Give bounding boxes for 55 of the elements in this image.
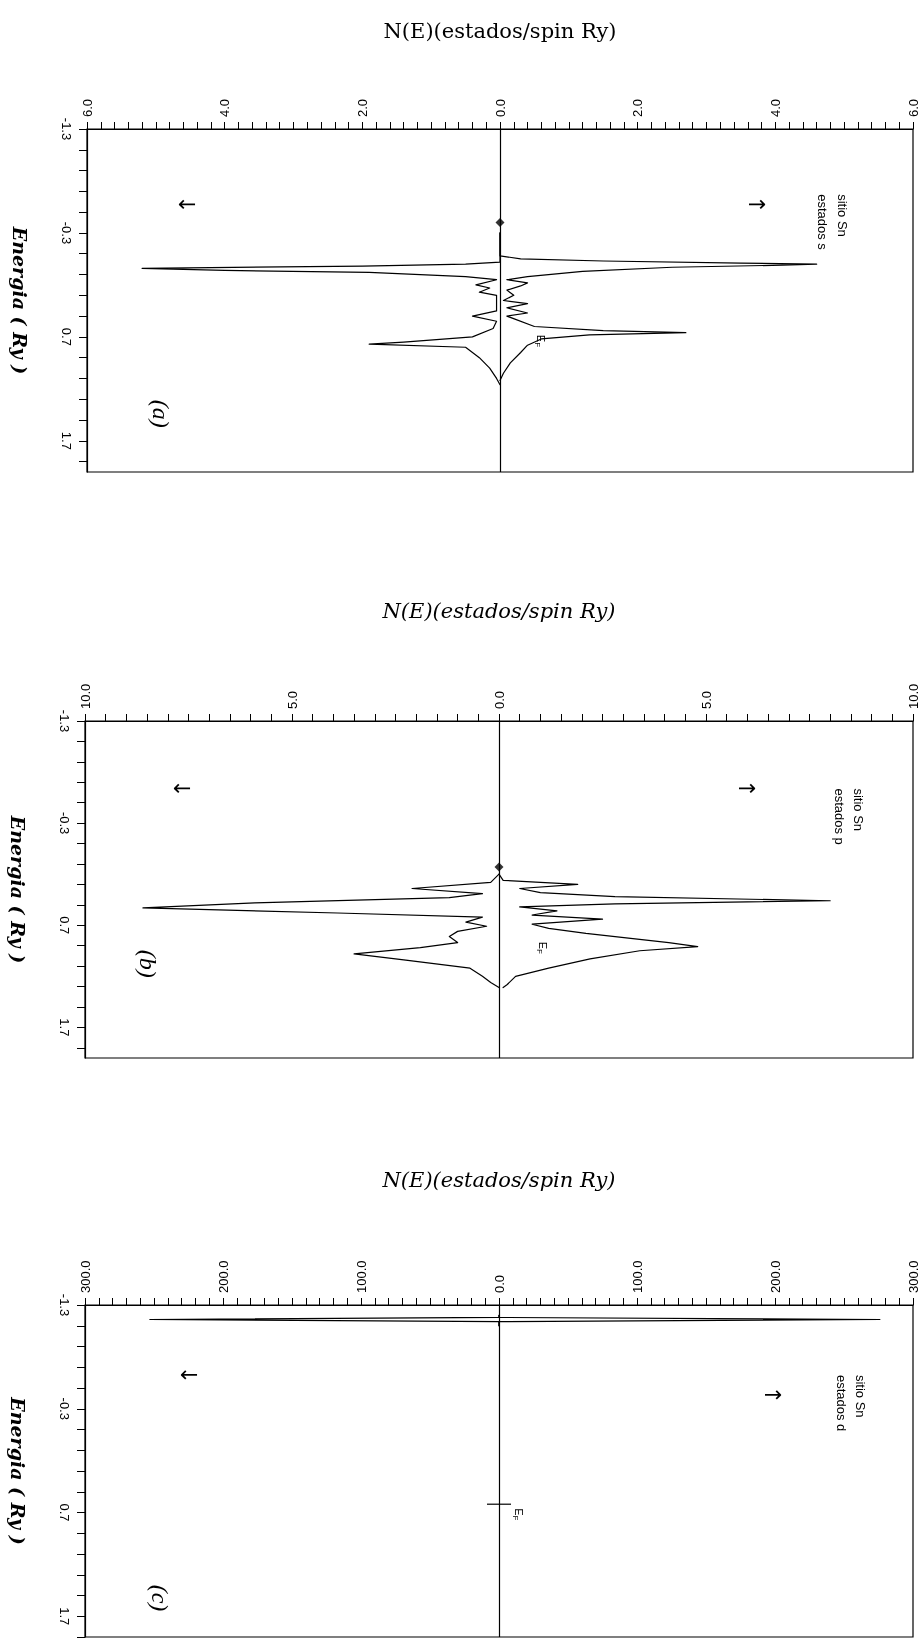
x-tick-label: 200.0 bbox=[215, 1260, 231, 1293]
annotation: sitio Sn bbox=[853, 1374, 869, 1418]
x-tick-label: 0.0 bbox=[491, 1274, 507, 1293]
x-tick-label: 0.0 bbox=[491, 690, 507, 709]
annotation: estados p bbox=[832, 788, 848, 845]
annotation: ↑ bbox=[734, 779, 760, 798]
annotation: estados d bbox=[834, 1374, 850, 1432]
y-axis-title: Energia ( Ry ) bbox=[6, 814, 29, 964]
x-tick-label: 300.0 bbox=[905, 1260, 921, 1293]
y-tick-label: -0.3 bbox=[59, 221, 74, 245]
annotation: ↓ bbox=[173, 195, 199, 214]
x-tick-label: 4.0 bbox=[217, 98, 233, 117]
y-tick-label: 1.7 bbox=[59, 431, 74, 450]
annotation: EF bbox=[510, 1508, 525, 1521]
x-tick-label: 5.0 bbox=[284, 690, 300, 709]
annotation: ↑ bbox=[759, 1385, 785, 1405]
x-tick-label: 0.0 bbox=[492, 98, 508, 117]
y-axis-title: Energia ( Ry ) bbox=[8, 225, 31, 375]
annotation: sitio Sn bbox=[851, 788, 867, 832]
y-tick-label: -1.3 bbox=[57, 709, 72, 733]
x-tick-label: 10.0 bbox=[905, 683, 921, 709]
y-tick-label: -0.3 bbox=[57, 1397, 72, 1420]
y-tick-label: -1.3 bbox=[57, 1293, 72, 1317]
x-tick-label: 6.0 bbox=[905, 98, 921, 117]
x-axis-title: N(E)(estados/spin Ry) bbox=[381, 598, 616, 623]
annotation: ↑ bbox=[743, 195, 769, 214]
annotation: EF bbox=[532, 334, 548, 348]
annotation: EF bbox=[534, 941, 550, 955]
x-axis-title: N(E)(estados/spin Ry) bbox=[381, 1167, 616, 1192]
annotation: (c) bbox=[146, 1584, 173, 1612]
x-tick-label: 300.0 bbox=[77, 1260, 93, 1293]
annotation: (b) bbox=[135, 949, 162, 978]
y-tick-label: 0.7 bbox=[57, 1503, 72, 1522]
x-tick-label: 100.0 bbox=[629, 1260, 645, 1293]
y-tick-label: 1.7 bbox=[57, 1607, 72, 1626]
annotation: estados s bbox=[814, 194, 830, 251]
y-tick-label: -0.3 bbox=[57, 811, 72, 835]
annotation: sitio Sn bbox=[835, 194, 851, 237]
annotation: (a) bbox=[148, 399, 175, 428]
y-axis-title: Energia ( Ry ) bbox=[6, 1396, 29, 1545]
annotation: ↓ bbox=[176, 1365, 201, 1385]
annotation: ↓ bbox=[169, 779, 195, 798]
y-tick-label: 0.7 bbox=[57, 916, 72, 935]
x-axis-title: N(E)(estados/spin Ry) bbox=[383, 18, 617, 43]
x-tick-label: 5.0 bbox=[698, 690, 714, 709]
x-tick-label: 2.0 bbox=[630, 98, 646, 117]
x-tick-label: 4.0 bbox=[767, 98, 783, 117]
x-tick-label: 10.0 bbox=[77, 683, 93, 709]
y-tick-label: 1.7 bbox=[57, 1018, 72, 1037]
x-tick-label: 100.0 bbox=[353, 1260, 369, 1293]
x-tick-label: 200.0 bbox=[767, 1260, 783, 1293]
x-tick-label: 6.0 bbox=[79, 98, 95, 117]
y-tick-label: -1.3 bbox=[59, 117, 74, 141]
y-tick-label: 0.7 bbox=[59, 327, 74, 346]
x-tick-label: 2.0 bbox=[354, 98, 370, 117]
